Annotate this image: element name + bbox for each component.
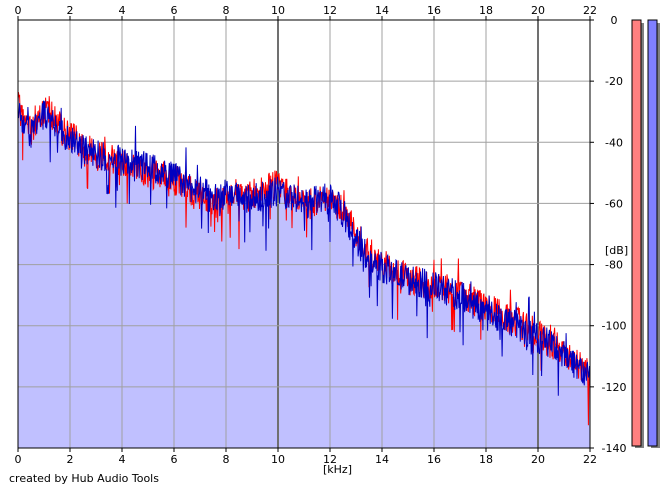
x-tick-label-bottom: 8	[223, 453, 230, 466]
x-tick-label-top: 16	[427, 4, 441, 17]
x-tick-label-bottom: 16	[427, 453, 441, 466]
x-tick-label-top: 12	[323, 4, 337, 17]
x-tick-label-bottom: 6	[171, 453, 178, 466]
y-tick-label: -100	[602, 320, 627, 333]
x-tick-label-top: 6	[171, 4, 178, 17]
x-tick-label-top: 22	[583, 4, 597, 17]
y-tick-label: -60	[605, 197, 623, 210]
y-tick-label: 0	[611, 14, 618, 27]
x-tick-label-bottom: 0	[15, 453, 22, 466]
x-tick-label-top: 10	[271, 4, 285, 17]
x-tick-label-bottom: 10	[271, 453, 285, 466]
y-axis-label: [dB]	[605, 244, 628, 257]
series-line-2	[18, 99, 590, 396]
x-tick-label-bottom: 12	[323, 453, 337, 466]
x-axis-label: [kHz]	[323, 463, 352, 476]
x-tick-label-bottom: 22	[583, 453, 597, 466]
y-tick-label: -140	[602, 442, 627, 455]
level-bar-1	[631, 19, 642, 447]
y-tick-label: -40	[605, 136, 623, 149]
x-tick-label-top: 0	[15, 4, 22, 17]
x-tick-label-bottom: 20	[531, 453, 545, 466]
x-tick-label-top: 20	[531, 4, 545, 17]
x-tick-label-bottom: 2	[67, 453, 74, 466]
y-tick-label: -120	[602, 381, 627, 394]
x-tick-label-top: 14	[375, 4, 389, 17]
x-tick-label-top: 18	[479, 4, 493, 17]
y-tick-label: -80	[605, 259, 623, 272]
y-tick-label: -20	[605, 75, 623, 88]
x-tick-label-bottom: 14	[375, 453, 389, 466]
credit-text: created by Hub Audio Tools	[9, 472, 159, 485]
x-tick-label-top: 4	[119, 4, 126, 17]
x-tick-label-bottom: 18	[479, 453, 493, 466]
x-tick-label-top: 8	[223, 4, 230, 17]
x-tick-label-bottom: 4	[119, 453, 126, 466]
x-tick-label-top: 2	[67, 4, 74, 17]
plot-frame	[17, 19, 591, 449]
level-bar-2	[647, 19, 658, 447]
